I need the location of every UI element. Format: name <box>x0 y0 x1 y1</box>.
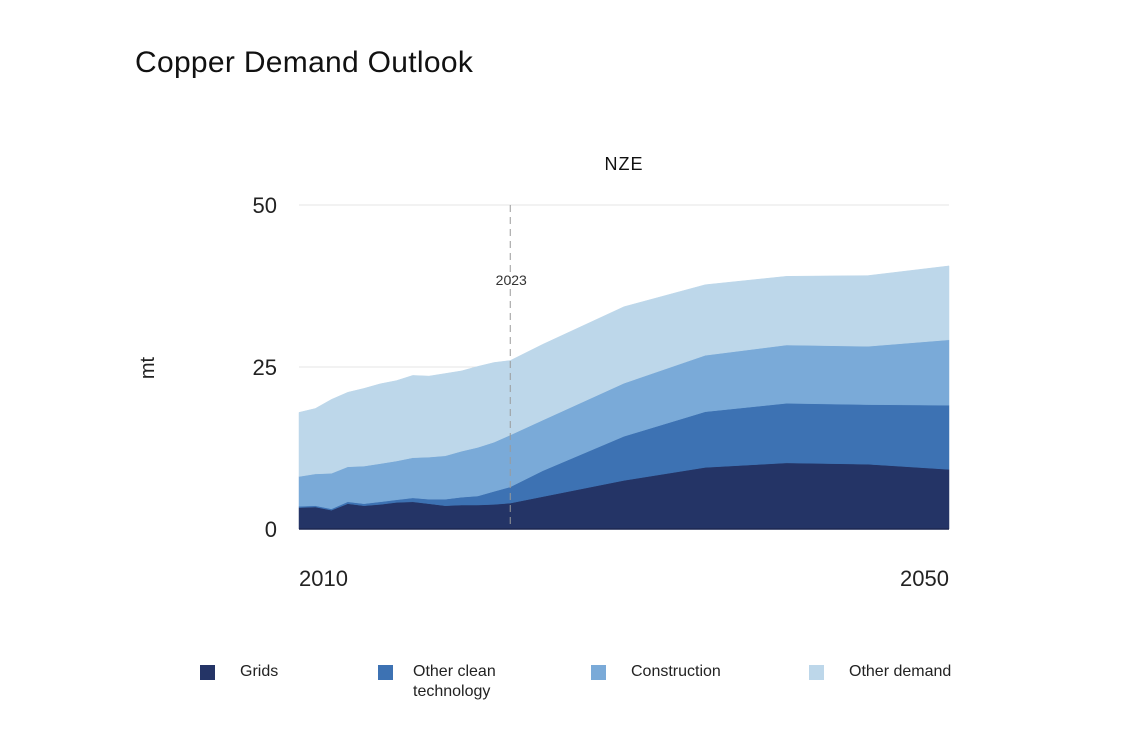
legend-item-construction: Construction <box>591 662 721 682</box>
stacked-areas <box>298 265 950 530</box>
annotation-label: 2023 <box>496 272 527 288</box>
x-tick-label-end: 2050 <box>900 566 949 591</box>
scenario-label: NZE <box>605 154 644 174</box>
area-other-demand <box>298 265 950 477</box>
legend-label-grids: Grids <box>240 663 279 680</box>
y-tick-label-50: 50 <box>253 193 277 218</box>
chart-title: Copper Demand Outlook <box>135 46 474 79</box>
legend-swatch-other-demand <box>809 665 824 680</box>
legend-item-other-demand: Other demand <box>809 662 951 682</box>
axes: 0 25 50 NZE mt 2010 2050 <box>137 154 949 591</box>
legend-label-other-clean-technology: Other clean technology <box>413 663 496 700</box>
annotation-layer: 2023 <box>496 205 527 529</box>
x-tick-label-start: 2010 <box>299 566 348 591</box>
legend-swatch-grids <box>200 665 215 680</box>
legend-label-other-demand: Other demand <box>849 663 952 680</box>
legend-label-construction: Construction <box>631 663 721 680</box>
y-tick-label-25: 25 <box>253 355 277 380</box>
y-tick-label-0: 0 <box>265 517 277 542</box>
legend-item-grids: Grids <box>200 662 278 682</box>
y-axis-label: mt <box>137 356 159 379</box>
legend-swatch-construction <box>591 665 606 680</box>
legend: Grids Other clean technology Constructio… <box>200 662 960 712</box>
legend-swatch-other-clean-technology <box>378 665 393 680</box>
legend-item-other-clean-technology: Other clean technology <box>378 662 523 702</box>
